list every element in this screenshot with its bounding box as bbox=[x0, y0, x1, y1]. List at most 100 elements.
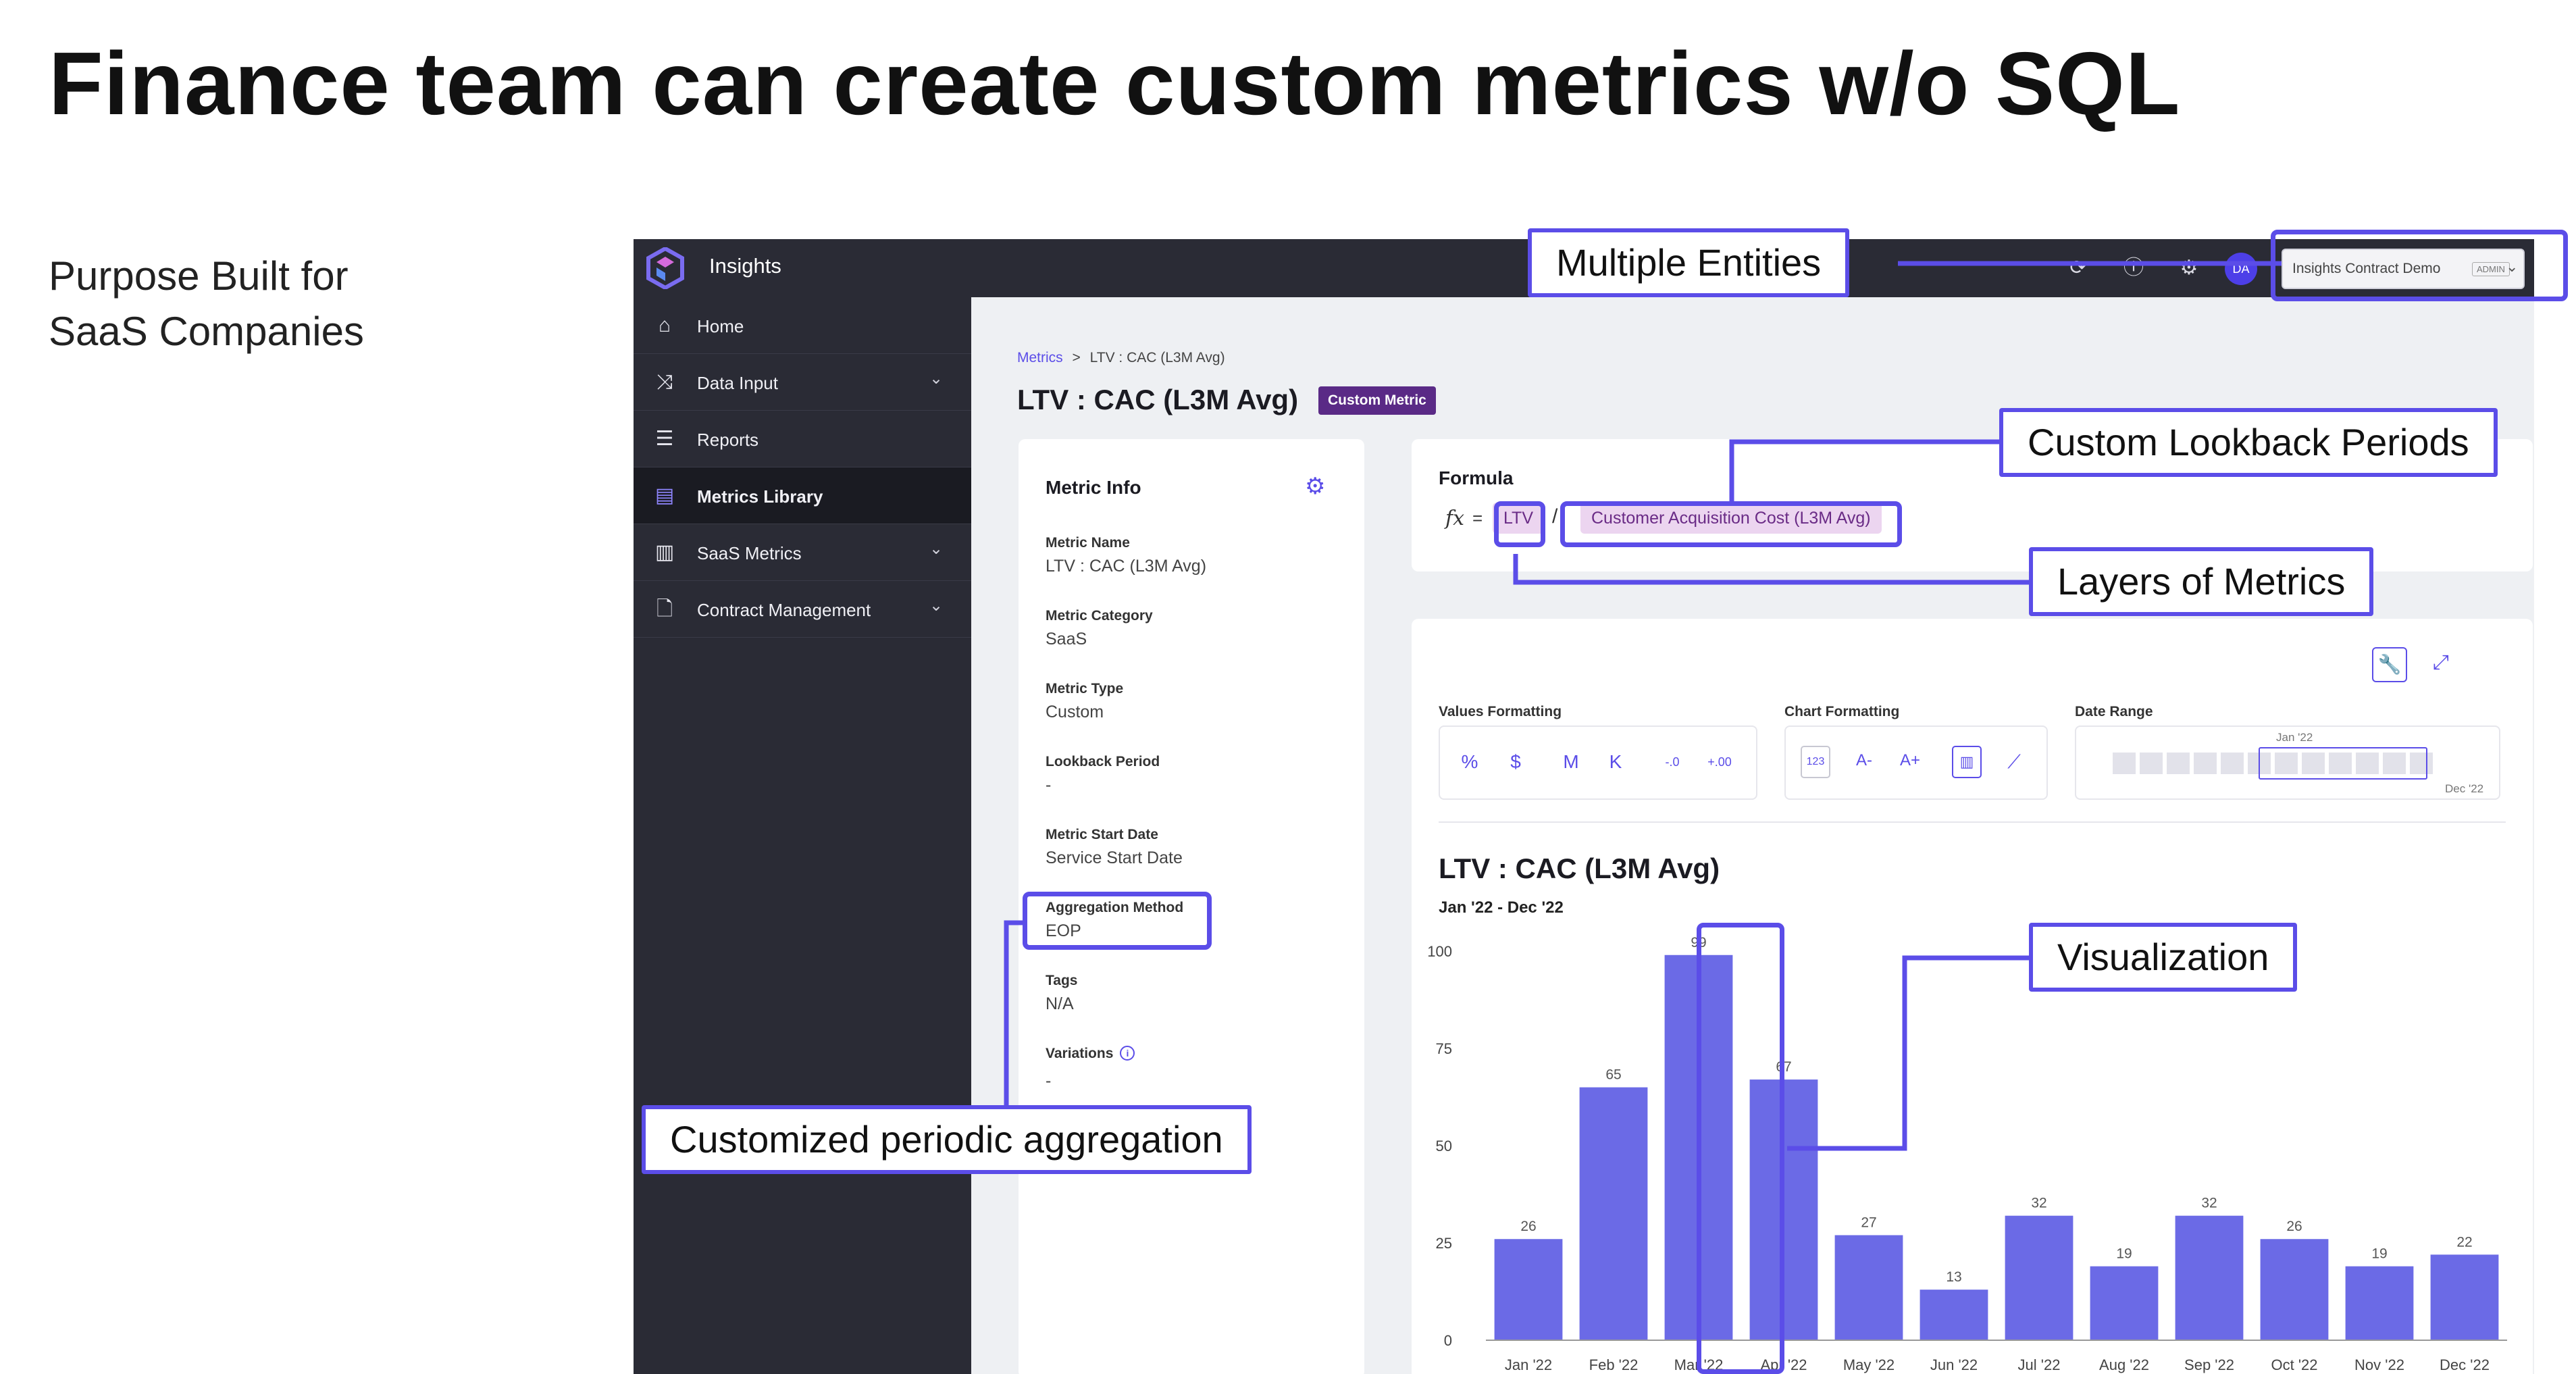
callout-custom-lookback: Custom Lookback Periods bbox=[1999, 408, 2498, 477]
y-tick-label: 75 bbox=[1436, 1040, 1452, 1057]
divider bbox=[1439, 821, 2506, 823]
gear-icon[interactable]: ⚙ bbox=[1305, 474, 1326, 499]
show-values-button[interactable]: 123 bbox=[1801, 746, 1830, 778]
y-tick-label: 50 bbox=[1436, 1138, 1452, 1154]
bar-value-label: 27 bbox=[1861, 1215, 1876, 1230]
sidebar-item-home[interactable]: ⌂ Home bbox=[634, 297, 971, 354]
field-label-tags: Tags bbox=[1046, 973, 1078, 988]
increase-decimal-button[interactable]: +.00 bbox=[1707, 755, 1732, 769]
field-label-metric-type: Metric Type bbox=[1046, 681, 1124, 696]
chart-subtitle: Jan '22 - Dec '22 bbox=[1439, 898, 1564, 917]
field-value-tags: N/A bbox=[1046, 994, 1074, 1013]
bar bbox=[2005, 1215, 2073, 1340]
highlight-entity-selector bbox=[2271, 230, 2568, 301]
x-tick-label: Nov '22 bbox=[2354, 1356, 2404, 1373]
sidebar-item-saas-metrics[interactable]: ▥ SaaS Metrics ⌄ bbox=[634, 524, 971, 581]
metric-info-card: Metric Info ⚙ Metric Name LTV : CAC (L3M… bbox=[1019, 439, 1364, 1374]
sidebar-item-metrics-library[interactable]: ▤ Metrics Library bbox=[634, 467, 971, 524]
data-input-icon: ⤨ bbox=[656, 371, 673, 393]
highlight-aggregation-method bbox=[1023, 892, 1212, 950]
home-icon: ⌂ bbox=[658, 314, 671, 336]
y-tick-label: 25 bbox=[1436, 1235, 1452, 1252]
formula-chip-cac[interactable]: Customer Acquisition Cost (L3M Avg) bbox=[1580, 503, 1882, 534]
saas-metrics-icon: ▥ bbox=[654, 541, 675, 563]
field-label-lookback-period: Lookback Period bbox=[1046, 754, 1160, 769]
sidebar-item-data-input[interactable]: ⤨ Data Input ⌄ bbox=[634, 354, 971, 411]
help-icon[interactable]: ⓘ bbox=[2123, 257, 2144, 279]
chevron-down-icon: ⌄ bbox=[929, 596, 944, 615]
breadcrumb: Metrics > LTV : CAC (L3M Avg) bbox=[1017, 350, 1225, 366]
highlight-peak-bar bbox=[1697, 923, 1784, 1374]
slide-subtitle: Purpose Built for SaaS Companies bbox=[49, 253, 364, 354]
callout-visualization: Visualization bbox=[2029, 923, 2298, 992]
connector-aggregation bbox=[1004, 920, 1027, 1108]
date-range-slider[interactable] bbox=[2113, 750, 2450, 777]
connector-custom-lookback bbox=[1729, 439, 2002, 505]
app-logo-icon[interactable] bbox=[646, 247, 685, 289]
chart-title: LTV : CAC (L3M Avg) bbox=[1439, 853, 1720, 884]
bar-value-label: 13 bbox=[1946, 1269, 1961, 1285]
millions-format-button[interactable]: M bbox=[1563, 751, 1579, 772]
formula-chip-ltv[interactable]: LTV bbox=[1493, 503, 1544, 534]
entity-selector[interactable]: Insights Contract Demo ADMIN ⌄ bbox=[2282, 249, 2525, 289]
sidebar-item-label: Contract Management bbox=[697, 600, 871, 620]
formula-label: Formula bbox=[1439, 467, 1514, 488]
bar-value-label: 65 bbox=[1605, 1067, 1621, 1083]
bar-value-label: 26 bbox=[1520, 1219, 1536, 1234]
chevron-down-icon: ⌄ bbox=[2506, 258, 2519, 275]
date-range-label: Date Range bbox=[2075, 704, 2153, 719]
date-range-end-label: Dec '22 bbox=[2445, 782, 2484, 795]
x-tick-label: Aug '22 bbox=[2099, 1356, 2149, 1373]
breadcrumb-separator: > bbox=[1072, 350, 1081, 365]
expand-icon[interactable]: ⤢ bbox=[2433, 651, 2449, 673]
date-range-start-label: Jan '22 bbox=[2276, 731, 2313, 744]
thousands-format-button[interactable]: K bbox=[1609, 751, 1622, 772]
formula-equals: = bbox=[1472, 508, 1483, 528]
bar-value-label: 19 bbox=[2371, 1246, 2387, 1262]
variations-label: Variations bbox=[1046, 1046, 1114, 1061]
increase-font-button[interactable]: A+ bbox=[1899, 751, 1921, 769]
app-name: Insights bbox=[709, 254, 781, 278]
callout-multiple-entities: Multiple Entities bbox=[1528, 228, 1850, 297]
values-formatting-group: % $ M K -.0 +.00 bbox=[1439, 726, 1757, 800]
bar-value-label: 32 bbox=[2201, 1196, 2217, 1211]
entity-selector-value: Insights Contract Demo bbox=[2292, 261, 2441, 276]
values-formatting-label: Values Formatting bbox=[1439, 704, 1562, 719]
metrics-library-icon: ▤ bbox=[654, 484, 675, 507]
chart-formatting-group: 123 A- A+ ▥ ⟋ bbox=[1784, 726, 2048, 800]
sidebar-item-contract-management[interactable]: 🗋 Contract Management ⌄ bbox=[634, 581, 971, 638]
slide-title: Finance team can create custom metrics w… bbox=[49, 34, 2181, 133]
decrease-decimal-button[interactable]: -.0 bbox=[1665, 755, 1680, 769]
bar-chart-icon[interactable]: ▥ bbox=[1952, 746, 1982, 778]
refresh-icon[interactable]: ⟳ bbox=[2069, 257, 2087, 279]
field-value-metric-name: LTV : CAC (L3M Avg) bbox=[1046, 557, 1207, 576]
field-label-metric-category: Metric Category bbox=[1046, 608, 1153, 624]
line-chart-icon[interactable]: ⟋ bbox=[2007, 751, 2021, 772]
x-tick-label: Jun '22 bbox=[1930, 1356, 1978, 1373]
currency-format-button[interactable]: $ bbox=[1510, 751, 1521, 772]
connector-visualization bbox=[1787, 955, 2032, 1151]
info-icon[interactable]: i bbox=[1120, 1046, 1135, 1061]
chevron-down-icon: ⌄ bbox=[929, 540, 944, 558]
gear-icon[interactable]: ⚙ bbox=[2180, 257, 2198, 279]
y-tick-label: 100 bbox=[1427, 943, 1452, 960]
bar-value-label: 19 bbox=[2116, 1246, 2132, 1262]
formula-operator: / bbox=[1552, 505, 1558, 528]
sidebar-item-reports[interactable]: ☰ Reports bbox=[634, 411, 971, 467]
field-value-metric-category: SaaS bbox=[1046, 630, 1087, 648]
reports-icon: ☰ bbox=[655, 428, 674, 450]
bar bbox=[2260, 1239, 2329, 1340]
x-tick-label: Jul '22 bbox=[2018, 1356, 2061, 1373]
field-value-aggregation-method: EOP bbox=[1046, 921, 1081, 940]
sidebar-item-label: Metrics Library bbox=[697, 486, 823, 507]
wrench-icon[interactable]: 🔧 bbox=[2372, 647, 2407, 682]
field-label-metric-start-date: Metric Start Date bbox=[1046, 827, 1158, 842]
breadcrumb-link-metrics[interactable]: Metrics bbox=[1017, 350, 1063, 365]
date-range-selection[interactable] bbox=[2259, 747, 2427, 780]
x-tick-label: May '22 bbox=[1843, 1356, 1895, 1373]
field-label-variations: Variations i bbox=[1046, 1046, 1135, 1062]
y-tick-label: 0 bbox=[1444, 1332, 1452, 1349]
decrease-font-button[interactable]: A- bbox=[1856, 751, 1872, 769]
callout-customized-aggregation: Customized periodic aggregation bbox=[642, 1105, 1252, 1174]
percent-format-button[interactable]: % bbox=[1461, 751, 1478, 772]
